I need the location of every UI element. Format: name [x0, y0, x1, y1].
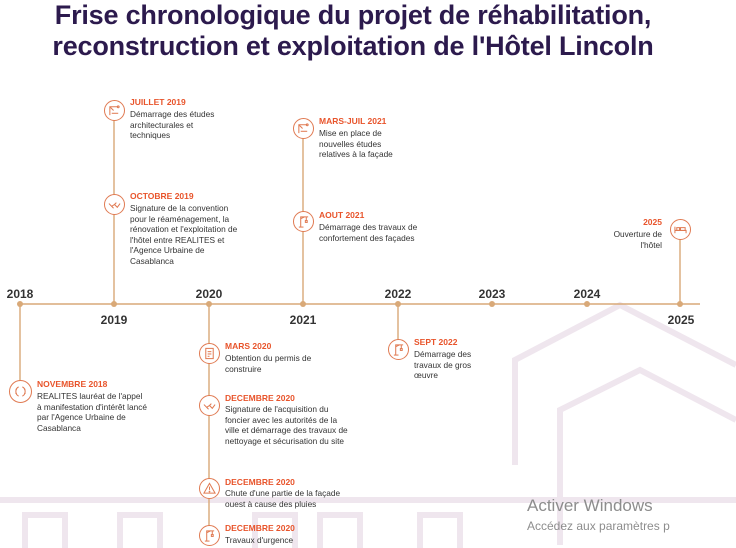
warning-icon — [199, 478, 220, 499]
crane-icon — [199, 525, 220, 546]
page-title: Frise chronologique du projet de réhabil… — [0, 0, 706, 62]
watermark-title: Activer Windows — [527, 496, 653, 515]
title-line-1: Frise chronologique du projet de réhabil… — [54, 0, 652, 30]
year-label-2023: 2023 — [478, 287, 506, 301]
permit-icon — [199, 343, 220, 364]
event-date: AOUT 2021 — [319, 210, 365, 220]
year-label-2022: 2022 — [384, 287, 412, 301]
event-description: Chute d'une partie de la façade ouest à … — [225, 488, 341, 509]
event-date: DECEMBRE 2020 — [225, 393, 295, 403]
event-description: Signature de l'acquisition du foncier av… — [225, 404, 348, 446]
event-date: DECEMBRE 2020 — [225, 477, 295, 487]
handshake-icon — [199, 395, 220, 416]
event-date: MARS-JUIL 2021 — [319, 116, 387, 126]
event-description: Signature de la convention pour le réamé… — [130, 203, 238, 266]
year-dot-2024 — [584, 301, 590, 307]
title-line-2: reconstruction et exploitation de l'Hôte… — [52, 31, 654, 61]
event-description: Démarrage des travaux de gros œuvre — [414, 349, 472, 381]
year-dot-2025 — [677, 301, 683, 307]
laurel-icon — [9, 380, 32, 403]
event-description: Ouverture de l'hôtel — [613, 229, 662, 250]
event-date: OCTOBRE 2019 — [130, 191, 194, 201]
bed-icon — [670, 219, 691, 240]
year-dot-2018 — [17, 301, 23, 307]
watermark-subtitle: Accédez aux paramètres p — [527, 519, 670, 533]
event-description: Mise en place de nouvelles études relati… — [319, 128, 393, 160]
event-description: Démarrage des études architecturales et … — [130, 109, 215, 141]
year-label-2020: 2020 — [195, 287, 223, 301]
event-description: Démarrage des travaux de confortement de… — [319, 222, 418, 243]
year-label-2018: 2018 — [6, 287, 34, 301]
year-label-2025: 2025 — [667, 313, 695, 327]
drafting-icon — [104, 100, 125, 121]
event-date: MARS 2020 — [225, 341, 272, 351]
event-date: 2025 — [643, 217, 662, 227]
year-dot-2023 — [489, 301, 495, 307]
crane-icon — [293, 211, 314, 232]
windows-activation-watermark: Activer Windows Accédez aux paramètres p — [527, 496, 670, 533]
handshake-icon — [104, 194, 125, 215]
event-date: SEPT 2022 — [414, 337, 458, 347]
year-dot-2022 — [395, 301, 401, 307]
year-dot-2019 — [111, 301, 117, 307]
crane-icon — [388, 339, 409, 360]
year-label-2019: 2019 — [100, 313, 128, 327]
event-date: JUILLET 2019 — [130, 97, 186, 107]
event-description: Travaux d'urgence — [225, 535, 294, 545]
event-description: REALITES lauréat de l'appel à manifestat… — [37, 391, 147, 433]
event-date: NOVEMBRE 2018 — [37, 379, 108, 389]
event-date: DECEMBRE 2020 — [225, 523, 295, 533]
event-description: Obtention du permis de construire — [225, 353, 312, 374]
year-label-2021: 2021 — [289, 313, 317, 327]
year-dot-2020 — [206, 301, 212, 307]
year-dot-2021 — [300, 301, 306, 307]
year-label-2024: 2024 — [573, 287, 601, 301]
drafting-icon — [293, 118, 314, 139]
